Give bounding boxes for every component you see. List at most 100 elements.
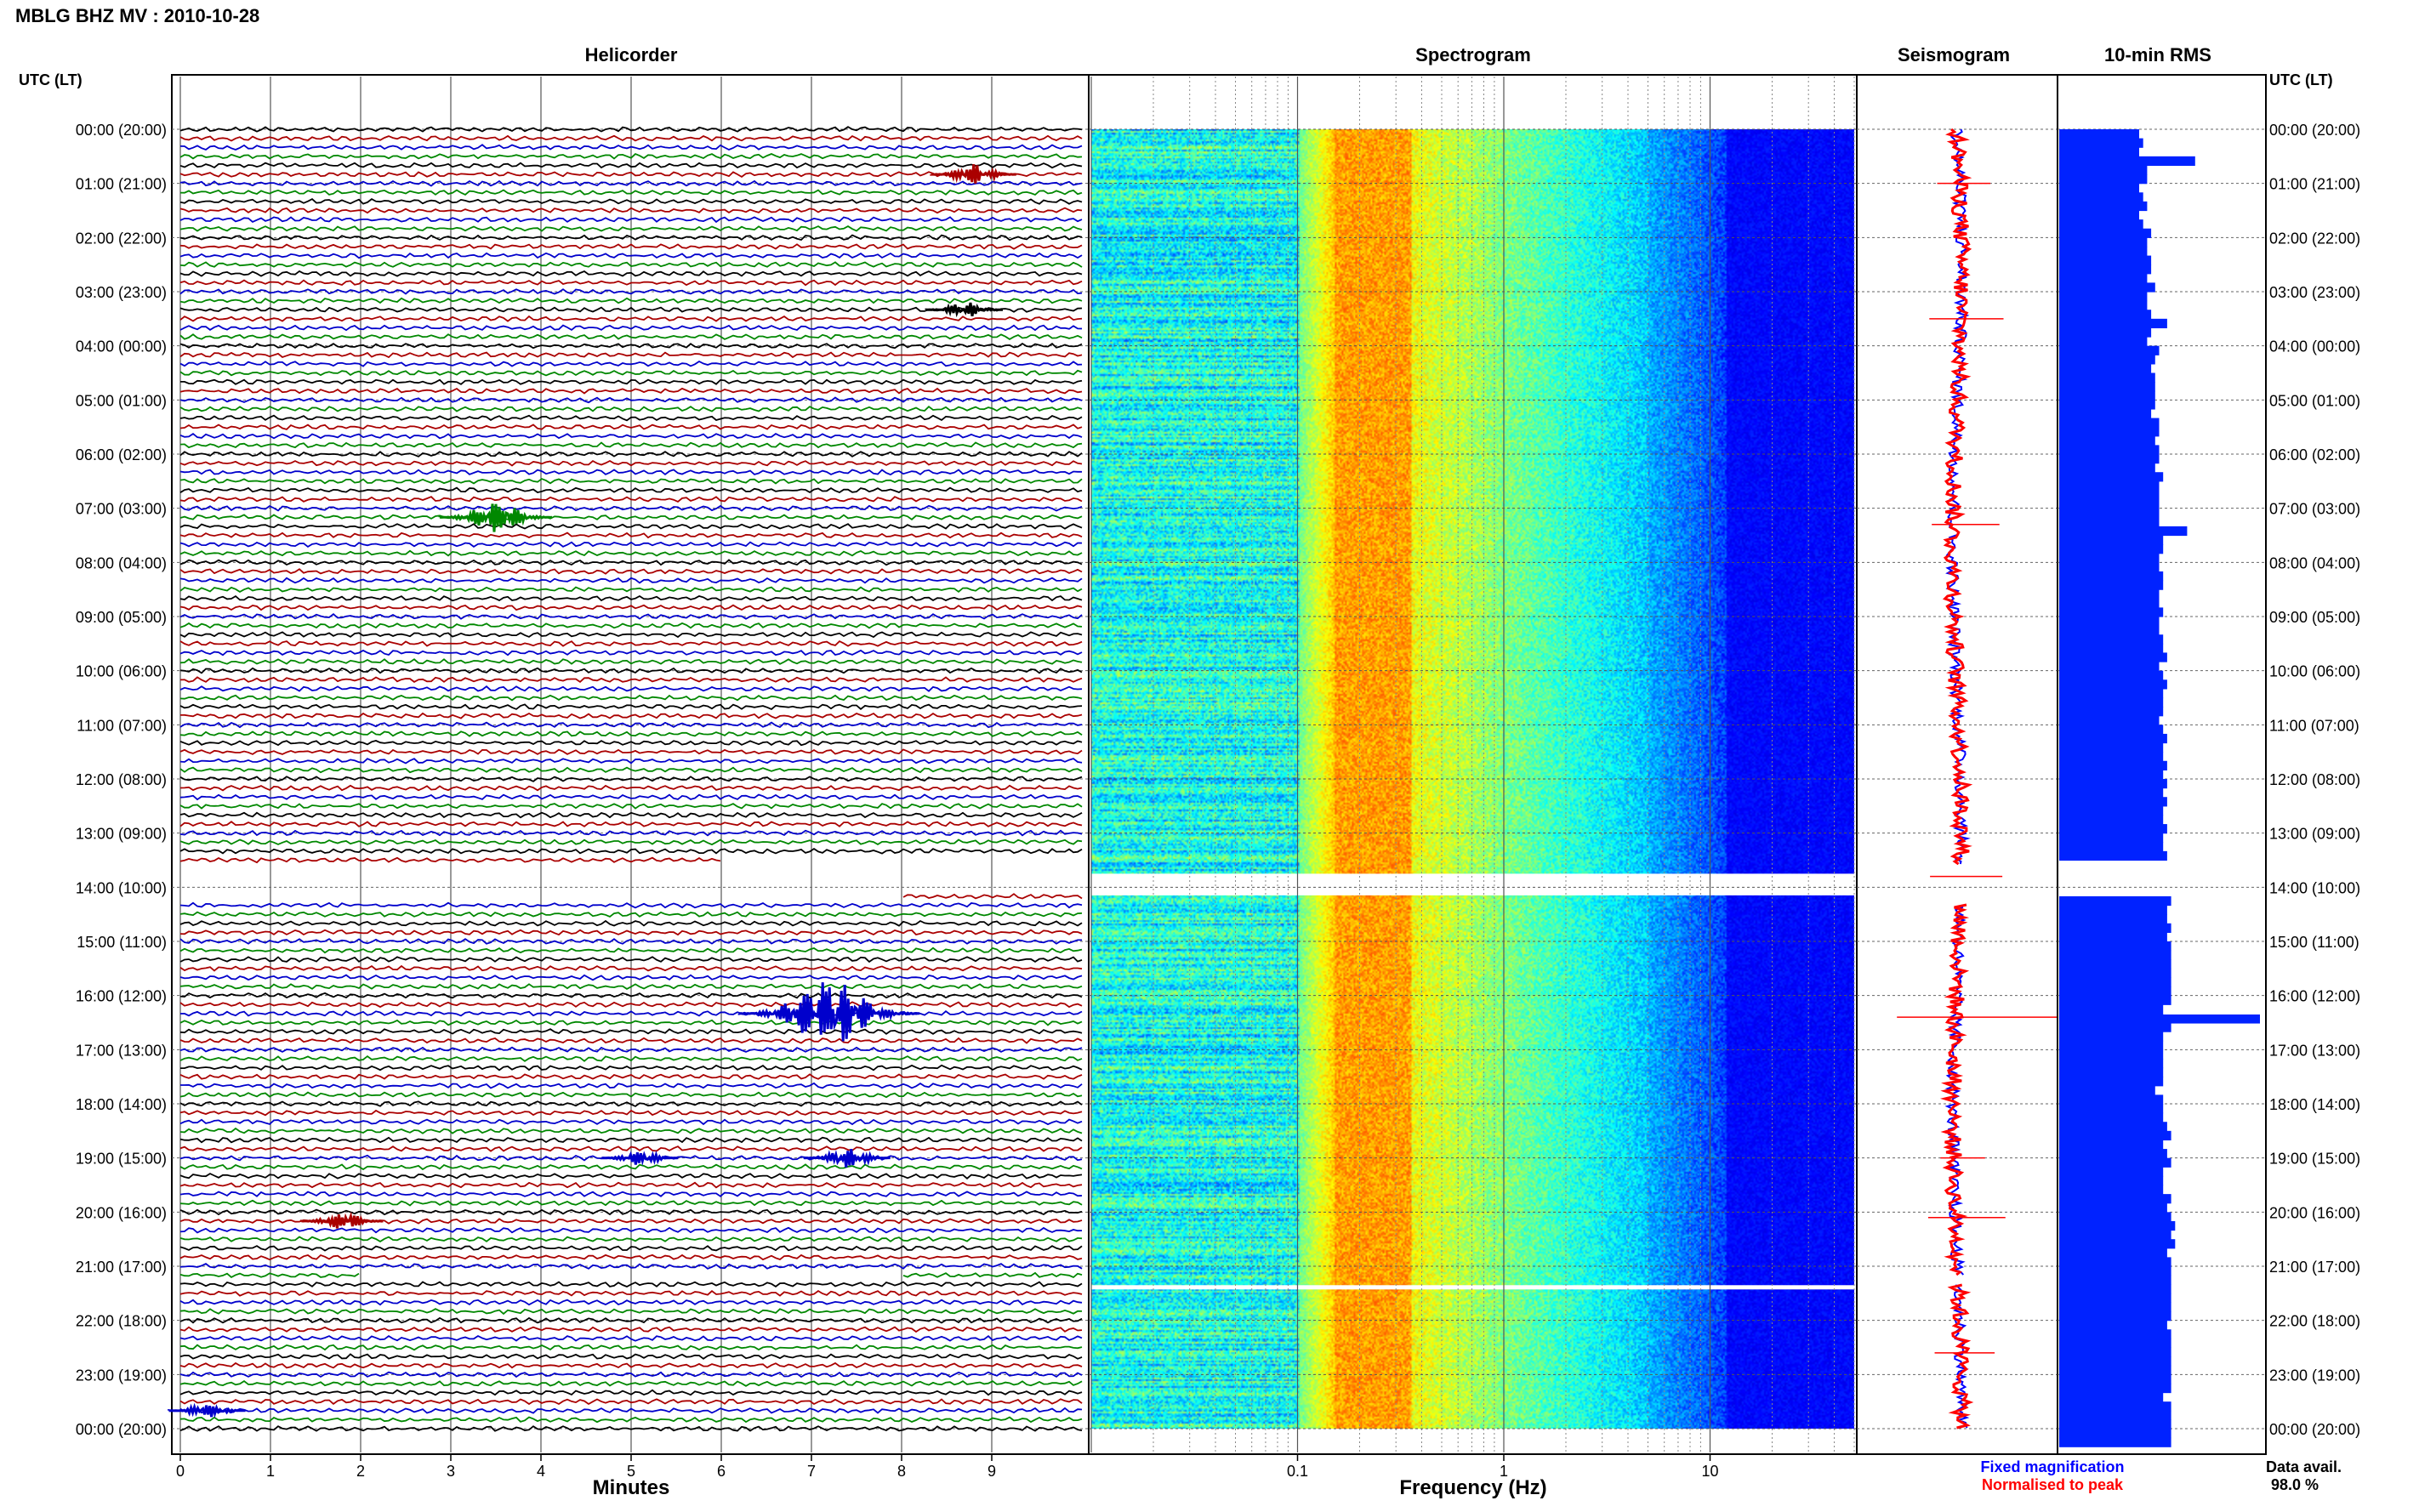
helicorder-trace-line bbox=[179, 1181, 1083, 1189]
rms-bar bbox=[2059, 480, 2160, 492]
rms-bar bbox=[2059, 219, 2143, 230]
helicorder-event bbox=[299, 1211, 384, 1229]
minute-tick-label: 4 bbox=[537, 1463, 545, 1480]
helicorder-trace-line bbox=[179, 261, 1083, 268]
time-tick-label-left: 13:00 (09:00) bbox=[76, 826, 167, 843]
legend-fixed-magnification: Fixed magnification bbox=[1980, 1458, 2124, 1475]
time-tick-label-left: 00:00 (20:00) bbox=[76, 1421, 167, 1438]
helicorder-trace-line bbox=[179, 1271, 1083, 1279]
rms-bar bbox=[2059, 1067, 2164, 1077]
rms-bar bbox=[2059, 779, 2167, 789]
rms-bar bbox=[2059, 1167, 2164, 1177]
helicorder-trace-line bbox=[902, 893, 1083, 900]
helicorder-trace-line bbox=[179, 1344, 1083, 1351]
helicorder-trace-line bbox=[179, 640, 1083, 647]
rms-bar bbox=[2059, 147, 2139, 157]
time-tick-label-right: 01:00 (21:00) bbox=[2269, 176, 2360, 193]
rms-bar bbox=[2059, 292, 2148, 302]
minute-tick-label: 7 bbox=[807, 1463, 816, 1480]
rms-bar bbox=[2059, 255, 2152, 265]
helicorder-trace-line bbox=[179, 712, 1083, 719]
helicorder-trace-line bbox=[180, 378, 1083, 385]
helicorder-trace-line bbox=[179, 803, 1083, 810]
spectrogram-title: Spectrogram bbox=[1415, 44, 1531, 65]
helicorder-trace-line bbox=[179, 1019, 1083, 1026]
helicorder-trace-line bbox=[179, 1253, 1083, 1261]
helicorder-trace-line bbox=[179, 297, 1083, 304]
frequency-tick-label: 0.1 bbox=[1287, 1463, 1308, 1480]
helicorder-event bbox=[737, 982, 920, 1042]
rms-bar bbox=[2059, 733, 2167, 744]
rms-bar bbox=[2059, 553, 2160, 563]
data-availability-label: Data avail. bbox=[2266, 1458, 2342, 1475]
rms-bar bbox=[2059, 1347, 2171, 1357]
rms-bar bbox=[2059, 1311, 2171, 1322]
helicorder-trace-line bbox=[179, 288, 1083, 295]
rms-bar bbox=[2059, 1149, 2167, 1159]
frequency-tick-label: 10 bbox=[1701, 1463, 1718, 1480]
helicorder-event bbox=[600, 1150, 679, 1166]
rms-bar bbox=[2059, 192, 2143, 202]
time-tick-label-left: 22:00 (18:00) bbox=[76, 1313, 167, 1330]
minute-tick-label: 3 bbox=[447, 1463, 455, 1480]
time-tick-label-left: 07:00 (03:00) bbox=[76, 501, 167, 518]
helicorder-panel: 0 1 2 3 4 5 6 7 8 9 bbox=[168, 74, 1090, 1480]
helicorder-trace-line bbox=[179, 451, 1083, 458]
time-tick-label-left: 01:00 (21:00) bbox=[76, 176, 167, 193]
rms-bar bbox=[2059, 1112, 2164, 1123]
helicorder-trace-line bbox=[179, 477, 1083, 485]
time-tick-label-right: 23:00 (19:00) bbox=[2269, 1367, 2360, 1384]
rms-bar bbox=[2059, 129, 2139, 139]
helicorder-trace-line bbox=[179, 929, 1083, 936]
helicorder-trace-line bbox=[179, 577, 1083, 584]
rms-bar bbox=[2059, 1239, 2176, 1249]
helicorder-trace-line bbox=[179, 324, 1083, 332]
frequency-ticks: 0.1 1 10 bbox=[1287, 1454, 1719, 1480]
rms-bar bbox=[2059, 1302, 2171, 1312]
rms-bar bbox=[2059, 1040, 2164, 1050]
rms-bar bbox=[2059, 725, 2164, 735]
helicorder-trace-line bbox=[179, 1010, 1083, 1017]
rms-bar bbox=[2059, 517, 2160, 527]
rms-bar bbox=[2059, 427, 2160, 437]
helicorder-trace-line bbox=[179, 1037, 1083, 1044]
time-tick-label-right: 17:00 (13:00) bbox=[2269, 1042, 2360, 1059]
rms-bar bbox=[2059, 688, 2164, 699]
time-tick-label-right: 13:00 (09:00) bbox=[2269, 826, 2360, 843]
helicorder-trace-line bbox=[179, 622, 1083, 629]
rms-bar bbox=[2059, 1284, 2171, 1294]
helicorder-trace-line bbox=[179, 1208, 1083, 1216]
rms-bar bbox=[2059, 201, 2148, 212]
helicorder-trace-line bbox=[179, 360, 1083, 367]
time-tick-label-right: 15:00 (11:00) bbox=[2269, 934, 2359, 951]
helicorder-trace-line bbox=[179, 730, 1083, 737]
helicorder-trace-line bbox=[179, 171, 1083, 178]
helicorder-traces bbox=[179, 126, 1083, 1432]
rms-bar bbox=[2059, 715, 2160, 725]
time-tick-label-right: 14:00 (10:00) bbox=[2269, 879, 2360, 896]
rms-bar bbox=[2059, 1275, 2171, 1285]
rms-bar bbox=[2059, 760, 2167, 770]
rms-bar bbox=[2059, 345, 2160, 355]
helicorder-trace-line bbox=[179, 703, 1083, 710]
helicorder-trace-line bbox=[179, 658, 1083, 665]
rms-bar bbox=[2059, 824, 2167, 834]
rms-bar bbox=[2059, 571, 2164, 582]
time-tick-label-left: 12:00 (08:00) bbox=[76, 771, 167, 788]
frequency-tick-label: 1 bbox=[1500, 1463, 1508, 1480]
helicorder-trace-line bbox=[179, 838, 1083, 846]
rms-bar bbox=[2059, 1419, 2171, 1430]
helicorder-trace-line bbox=[179, 1334, 1083, 1342]
rms-bar bbox=[2059, 1185, 2164, 1195]
helicorder-trace-line bbox=[179, 856, 721, 864]
rms-bar bbox=[2059, 1004, 2164, 1015]
helicorder-trace-line bbox=[179, 369, 1083, 377]
helicorder-trace-line bbox=[179, 189, 1083, 196]
rms-bar bbox=[2059, 1429, 2171, 1439]
time-tick-label-left: 16:00 (12:00) bbox=[76, 988, 167, 1005]
time-tick-label-right: 05:00 (01:00) bbox=[2269, 392, 2360, 409]
helicorder-trace-line bbox=[179, 613, 1083, 620]
helicorder-trace-line bbox=[179, 919, 1083, 927]
time-tick-label-left: 08:00 (04:00) bbox=[76, 554, 167, 571]
time-tick-label-right: 04:00 (00:00) bbox=[2269, 338, 2360, 355]
